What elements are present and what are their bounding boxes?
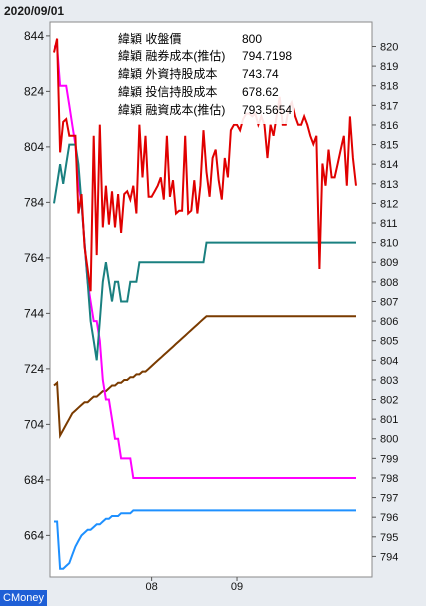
right-tick-label: 809	[380, 257, 398, 269]
right-tick-label: 816	[380, 120, 398, 132]
left-tick-label: 844	[24, 29, 44, 43]
left-tick-label: 724	[24, 362, 44, 376]
right-tick-label: 817	[380, 100, 398, 112]
legend-label-short: 緯穎 融券成本(推估)	[118, 48, 225, 63]
right-tick-label: 799	[380, 453, 398, 465]
legend-label-margin-long: 緯穎 融資成本(推估)	[118, 102, 225, 117]
right-tick-label: 798	[380, 473, 398, 485]
right-tick-label: 801	[380, 414, 398, 426]
right-axis: 794 795 796 797 798 799 800 801 802 803 804 805 806 8…	[372, 42, 398, 563]
left-tick-label: 744	[24, 306, 44, 320]
right-tick-label: 794	[380, 551, 398, 563]
right-tick-label: 804	[380, 355, 398, 367]
x-tick-label: 08	[145, 581, 157, 593]
right-tick-label: 815	[380, 140, 398, 152]
right-tick-label: 802	[380, 395, 398, 407]
right-tick-label: 806	[380, 316, 398, 328]
legend-value-margin-long: 793.5654	[242, 103, 292, 117]
close-price-line	[53, 38, 357, 292]
legend-label-foreign: 緯穎 外資持股成本	[118, 66, 217, 81]
plot-area	[49, 21, 373, 578]
right-tick-label: 807	[380, 296, 398, 308]
left-tick-label: 804	[24, 140, 44, 154]
left-tick-label: 664	[24, 528, 44, 542]
investment-cost-line	[54, 509, 356, 570]
right-tick-label: 814	[380, 159, 398, 171]
legend-label-price: 緯穎 收盤價	[118, 31, 181, 46]
right-tick-label: 808	[380, 277, 398, 289]
right-tick-label: 818	[380, 81, 398, 93]
left-tick-label: 784	[24, 195, 44, 209]
legend: 緯穎 收盤價 800 緯穎 融券成本(推估) 794.7198 緯穎 外資持股成…	[113, 26, 294, 124]
left-tick-label: 704	[24, 417, 44, 431]
right-tick-label: 813	[380, 179, 398, 191]
right-tick-label: 803	[380, 375, 398, 387]
brand-logo: CMoney	[0, 590, 47, 606]
x-axis: 08 09	[145, 577, 243, 593]
right-tick-label: 811	[380, 218, 398, 230]
legend-value-price: 800	[242, 32, 262, 46]
right-tick-label: 810	[380, 238, 398, 250]
legend-value-short: 794.7198	[242, 49, 292, 63]
left-axis: 664 684 704 724 744 764 784 804 824 844	[24, 29, 50, 542]
x-tick-label: 09	[231, 581, 243, 593]
date-label: 2020/09/01	[4, 4, 65, 18]
right-tick-label: 820	[380, 42, 398, 54]
right-tick-label: 812	[380, 198, 398, 210]
left-tick-label: 764	[24, 251, 44, 265]
left-tick-label: 684	[24, 473, 44, 487]
legend-label-investment: 緯穎 投信持股成本	[118, 84, 217, 99]
margin-short-cost-line	[53, 143, 356, 361]
legend-box	[113, 26, 294, 124]
right-tick-label: 805	[380, 336, 398, 348]
legend-value-foreign: 743.74	[242, 67, 279, 81]
right-tick-label: 797	[380, 493, 398, 505]
right-tick-label: 795	[380, 532, 398, 544]
left-tick-label: 824	[24, 84, 44, 98]
margin-long-cost-line	[54, 45, 356, 479]
right-tick-label: 819	[380, 61, 398, 73]
right-tick-label: 800	[380, 434, 398, 446]
legend-value-investment: 678.62	[242, 85, 279, 99]
right-tick-label: 796	[380, 512, 398, 524]
